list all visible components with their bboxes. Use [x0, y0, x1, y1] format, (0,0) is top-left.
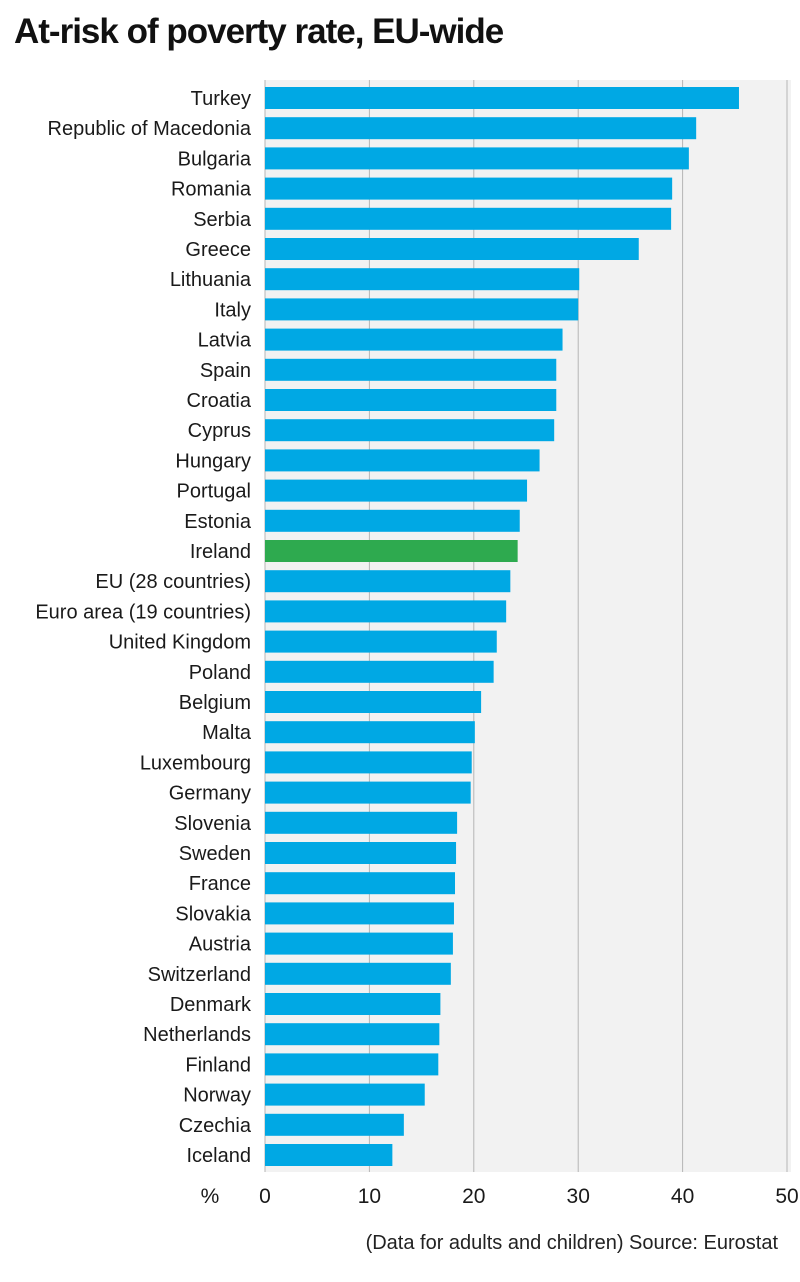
category-label: Iceland [187, 1145, 252, 1167]
bar-estonia [265, 509, 520, 532]
category-labels: Turkey Republic of Macedonia Bulgaria Roman… [35, 88, 252, 1167]
category-label: Cyprus [188, 420, 251, 442]
category-label: Malta [202, 722, 252, 744]
category-label: Republic of Macedonia [48, 118, 252, 140]
bar-switzerland [265, 962, 451, 985]
plot-background [265, 80, 791, 1172]
bar-slovakia [265, 902, 454, 925]
bar-czechia [265, 1113, 404, 1136]
bar-italy [265, 298, 579, 321]
bar-austria [265, 932, 453, 955]
category-label: Lithuania [170, 269, 252, 291]
bar-netherlands [265, 1023, 440, 1046]
bar-finland [265, 1053, 439, 1076]
category-label: Germany [169, 783, 251, 805]
x-tick-label: 20 [462, 1185, 485, 1208]
category-label: Hungary [175, 450, 251, 472]
bar-slovenia [265, 811, 458, 834]
x-tick-label: 40 [671, 1185, 694, 1208]
category-label: Slovenia [174, 813, 252, 835]
category-label: Poland [189, 662, 251, 684]
category-label: France [189, 873, 251, 895]
category-label: Slovakia [175, 903, 251, 925]
bar-iceland [265, 1144, 393, 1166]
x-axis-label: % [201, 1185, 220, 1208]
bar-united-kingdom [265, 630, 497, 653]
category-label: Spain [200, 360, 251, 382]
category-label: Portugal [177, 481, 252, 503]
bar-luxembourg [265, 751, 472, 774]
category-label: Czechia [179, 1115, 252, 1137]
category-label: Luxembourg [140, 752, 251, 774]
bar-poland [265, 660, 494, 683]
bar-ireland [265, 540, 518, 562]
bar-spain [265, 358, 557, 381]
bar-denmark [265, 993, 441, 1015]
bar-portugal [265, 479, 528, 502]
gridlines [264, 80, 788, 1172]
bar-cyprus [265, 419, 555, 442]
bar-sweden [265, 842, 457, 864]
x-tick-label: 50 [775, 1185, 798, 1208]
x-tick-label: 0 [259, 1185, 271, 1208]
chart-title: At-risk of poverty rate, EU-wide [14, 12, 504, 51]
bar-bulgaria [265, 147, 689, 170]
bar-france [265, 872, 456, 895]
bar-belgium [265, 691, 482, 713]
category-label: Euro area (19 countries) [35, 601, 251, 623]
bar-malta [265, 721, 475, 744]
category-label: Croatia [187, 390, 252, 412]
category-label: Serbia [193, 209, 252, 231]
category-label: EU (28 countries) [95, 571, 251, 593]
category-label: Netherlands [143, 1024, 251, 1046]
x-tick-labels: 0 10 20 30 40 50 [259, 1185, 799, 1208]
bar-hungary [265, 449, 540, 472]
bars [265, 87, 739, 1166]
category-label: Turkey [191, 88, 251, 110]
source-note: (Data for adults and children) Source: E… [365, 1232, 778, 1254]
category-label: Austria [189, 934, 252, 956]
bar-latvia [265, 328, 563, 351]
category-label: Bulgaria [178, 148, 252, 170]
bar-norway [265, 1083, 425, 1106]
category-label: Finland [185, 1054, 251, 1076]
x-tick-label: 30 [567, 1185, 590, 1208]
bar-serbia [265, 207, 672, 230]
category-label: Greece [185, 239, 251, 261]
bar-germany [265, 781, 471, 804]
x-tick-label: 10 [358, 1185, 381, 1208]
category-label: Ireland [190, 541, 251, 563]
category-label: Denmark [170, 994, 252, 1016]
category-label: Italy [214, 299, 251, 321]
bar-lithuania [265, 268, 580, 291]
category-label: Belgium [179, 692, 251, 714]
bar-eu-28-countries [265, 570, 511, 593]
category-label: Sweden [179, 843, 251, 865]
bar-croatia [265, 389, 557, 411]
category-label: United Kingdom [109, 632, 251, 654]
category-label: Latvia [198, 330, 252, 352]
category-label: Estonia [184, 511, 252, 533]
bar-greece [265, 238, 639, 260]
bar-euro-area-19-countries [265, 600, 507, 623]
category-label: Romania [171, 179, 252, 201]
category-label: Switzerland [148, 964, 251, 986]
bar-republic-of-macedonia [265, 117, 697, 140]
bar-romania [265, 177, 673, 200]
bar-turkey [265, 87, 739, 109]
category-label: Norway [183, 1085, 251, 1107]
